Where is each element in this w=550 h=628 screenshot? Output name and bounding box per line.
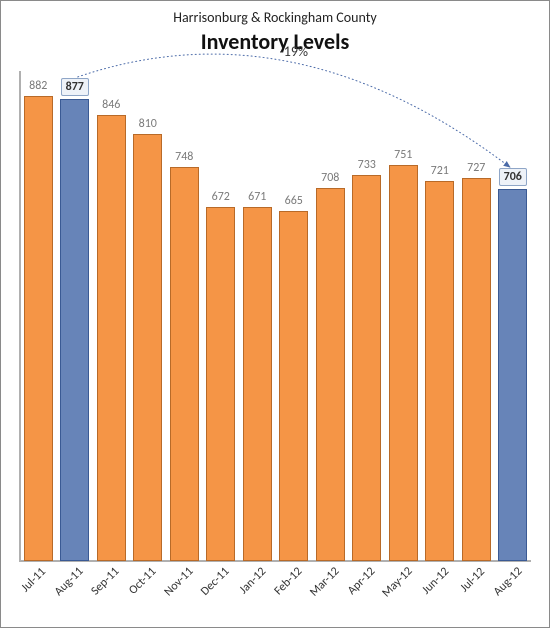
bar-highlight bbox=[60, 99, 89, 561]
x-label: Jan-12 bbox=[238, 562, 275, 627]
bar bbox=[206, 207, 235, 561]
x-label: Sep-11 bbox=[92, 562, 129, 627]
x-label: Jul-12 bbox=[458, 562, 495, 627]
bar bbox=[279, 211, 308, 561]
bar bbox=[243, 207, 272, 561]
bar-value-label: 721 bbox=[425, 164, 454, 181]
bar-slot: 846 bbox=[93, 71, 130, 561]
bar bbox=[24, 96, 53, 561]
bar-value-label: 727 bbox=[462, 161, 491, 178]
x-label: Apr-12 bbox=[348, 562, 385, 627]
bar bbox=[389, 165, 418, 561]
bar-value-label: 672 bbox=[206, 190, 235, 207]
x-label: Feb-12 bbox=[275, 562, 312, 627]
bar-value-label-highlight: 706 bbox=[498, 168, 527, 189]
bar bbox=[170, 167, 199, 561]
bar-slot: 751 bbox=[385, 71, 422, 561]
annotation-label: -19% bbox=[274, 43, 314, 60]
bar-highlight bbox=[498, 189, 527, 561]
bar bbox=[316, 188, 345, 561]
bar bbox=[133, 134, 162, 561]
bar-slot: 882 bbox=[20, 71, 57, 561]
bar-slot: 708 bbox=[312, 71, 349, 561]
bar-value-label: 708 bbox=[316, 171, 345, 188]
x-label: Dec-11 bbox=[202, 562, 239, 627]
bar-slot: 810 bbox=[130, 71, 167, 561]
bar-slot: 877 bbox=[57, 71, 94, 561]
bar-slot: 706 bbox=[495, 71, 532, 561]
bar-slot: 727 bbox=[458, 71, 495, 561]
x-label: Oct-11 bbox=[129, 562, 166, 627]
chart-frame: Harrisonburg & Rockingham County Invento… bbox=[0, 0, 550, 628]
x-label: May-12 bbox=[385, 562, 422, 627]
bar bbox=[97, 115, 126, 561]
x-label: Aug-12 bbox=[495, 562, 532, 627]
bar-value-label: 665 bbox=[279, 194, 308, 211]
x-label: Aug-11 bbox=[56, 562, 93, 627]
bar-slot: 671 bbox=[239, 71, 276, 561]
bar bbox=[352, 175, 381, 561]
bar bbox=[462, 178, 491, 561]
chart-subtitle: Harrisonburg & Rockingham County bbox=[1, 9, 549, 26]
bar-value-label: 846 bbox=[97, 98, 126, 115]
plot-area: 882 877 846 810 748 672 671 665 708 733 751 721 727 7… bbox=[19, 71, 531, 562]
bar-value-label-highlight: 877 bbox=[60, 78, 89, 99]
x-label: Nov-11 bbox=[165, 562, 202, 627]
bar-value-label: 882 bbox=[24, 79, 53, 96]
x-label: Jul-11 bbox=[19, 562, 56, 627]
bar-value-label: 671 bbox=[243, 190, 272, 207]
bar-value-label: 748 bbox=[170, 150, 199, 167]
bar-slot: 665 bbox=[276, 71, 313, 561]
x-label: Mar-12 bbox=[312, 562, 349, 627]
bar bbox=[425, 181, 454, 561]
bar-value-label: 751 bbox=[389, 148, 418, 165]
bar-slot: 733 bbox=[349, 71, 386, 561]
bar-slot: 672 bbox=[203, 71, 240, 561]
bars-container: 882 877 846 810 748 672 671 665 708 733 751 721 727 7… bbox=[20, 71, 531, 561]
bar-value-label: 810 bbox=[133, 117, 162, 134]
bar-slot: 721 bbox=[422, 71, 459, 561]
x-label: Jun-12 bbox=[421, 562, 458, 627]
bar-slot: 748 bbox=[166, 71, 203, 561]
bar-value-label: 733 bbox=[352, 158, 381, 175]
x-labels: Jul-11Aug-11Sep-11Oct-11Nov-11Dec-11Jan-… bbox=[19, 562, 531, 627]
